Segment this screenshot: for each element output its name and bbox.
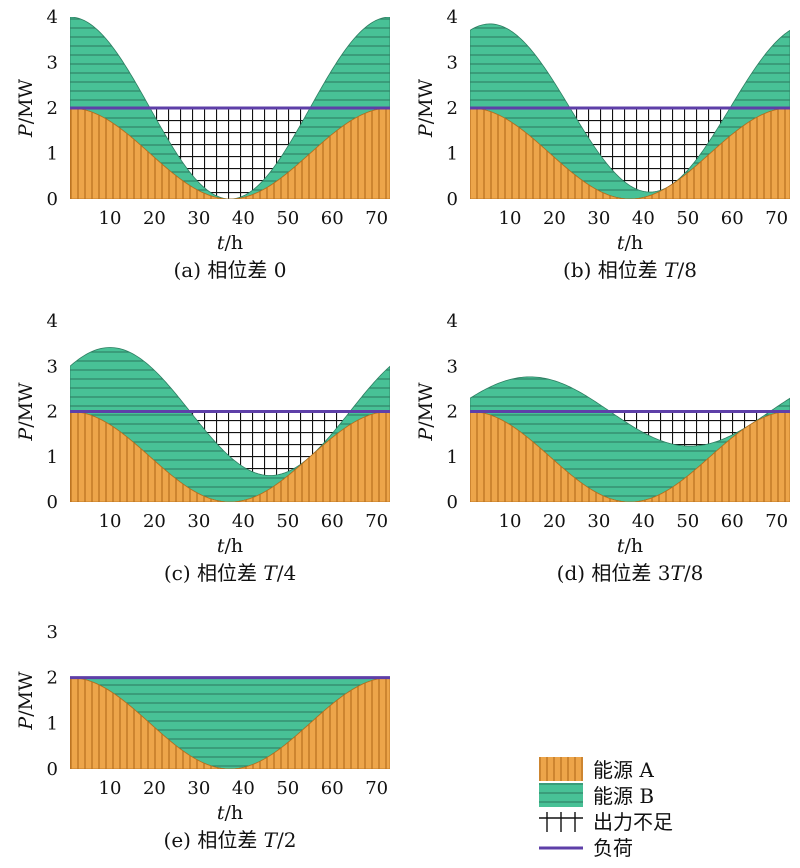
energy-a-area-e [70, 677, 390, 769]
y-tick-label-d: 4 [447, 311, 458, 332]
x-tick-label-c: 10 [99, 511, 122, 532]
legend-label-energy-b: 能源 B [593, 784, 654, 808]
x-tick-label-c: 30 [187, 511, 210, 532]
x-tick-label-c: 60 [321, 511, 344, 532]
x-tick-label-a: 50 [276, 208, 299, 229]
x-tick-label-c: 40 [232, 511, 255, 532]
y-tick-label-e: 1 [47, 713, 58, 734]
x-tick-label-d: 20 [543, 511, 566, 532]
y-axis-label-b: P/MW [415, 78, 437, 138]
y-tick-label-e: 0 [47, 759, 58, 780]
x-tick-label-a: 30 [187, 208, 210, 229]
x-tick-label-e: 10 [99, 778, 122, 799]
energy-a-area-a [70, 107, 390, 199]
x-tick-label-a: 60 [321, 208, 344, 229]
y-tick-label-b: 4 [447, 7, 458, 28]
y-tick-label-b: 2 [447, 98, 458, 119]
x-axis-label-c: t/h [217, 535, 243, 557]
x-tick-label-e: 40 [232, 778, 255, 799]
y-tick-label-c: 4 [47, 311, 58, 332]
x-tick-label-b: 70 [765, 208, 788, 229]
y-axis-label-c: P/MW [15, 382, 37, 442]
y-tick-label-d: 0 [447, 492, 458, 513]
shortfall-area-b [470, 108, 790, 193]
legend-swatch-energy-a [539, 757, 583, 781]
x-tick-label-a: 70 [365, 208, 388, 229]
y-tick-label-c: 2 [47, 402, 58, 423]
x-tick-label-d: 30 [587, 511, 610, 532]
y-tick-label-a: 4 [47, 7, 58, 28]
y-tick-label-b: 0 [447, 189, 458, 210]
energy-a-area-c [70, 411, 390, 502]
legend-swatch-energy-b [539, 783, 583, 807]
x-axis-label-e: t/h [217, 802, 243, 824]
y-tick-label-d: 2 [447, 402, 458, 423]
legend-swatch-shortfall [539, 812, 583, 832]
y-tick-label-a: 0 [47, 189, 58, 210]
chart-panel-b: 0 1 2 3 4 10 20 30 40 50 60 70 P/MW t/h (b) 相位差 T/8 [415, 7, 790, 282]
y-tick-label-c: 3 [47, 356, 58, 377]
legend-label-energy-a: 能源 A [593, 758, 654, 782]
y-tick-label-b: 3 [447, 53, 458, 74]
x-tick-label-a: 40 [232, 208, 255, 229]
x-axis-label-d: t/h [617, 535, 643, 557]
chart-panel-d: 0 1 2 3 4 10 20 30 40 50 60 70 P/MW t/h (d) 相位差 3T/8 [415, 311, 790, 585]
x-tick-label-a: 20 [143, 208, 166, 229]
legend-label-load: 负荷 [593, 836, 633, 860]
y-tick-label-a: 3 [47, 53, 58, 74]
panel-caption-e: (e) 相位差 T/2 [164, 828, 297, 852]
legend-label-shortfall: 出力不足 [593, 810, 673, 834]
x-tick-label-d: 50 [676, 511, 699, 532]
x-tick-label-e: 50 [276, 778, 299, 799]
y-tick-label-e: 2 [47, 668, 58, 689]
x-tick-label-e: 70 [365, 778, 388, 799]
panel-caption-b: (b) 相位差 T/8 [563, 258, 697, 282]
y-tick-label-c: 0 [47, 492, 58, 513]
shortfall-area-c [70, 411, 390, 476]
x-tick-label-d: 70 [765, 511, 788, 532]
panel-caption-d: (d) 相位差 3T/8 [557, 561, 704, 585]
shortfall-area-a [70, 108, 390, 199]
x-tick-label-d: 60 [721, 511, 744, 532]
x-tick-label-b: 40 [632, 208, 655, 229]
x-tick-label-d: 10 [499, 511, 522, 532]
y-tick-label-a: 1 [47, 144, 58, 165]
chart-panel-e: 0 1 2 3 10 20 30 40 50 60 70 P/MW t/h (e) 相位差 T/2 [15, 622, 390, 852]
x-tick-label-e: 20 [143, 778, 166, 799]
x-tick-label-b: 50 [676, 208, 699, 229]
x-tick-label-c: 50 [276, 511, 299, 532]
y-axis-label-d: P/MW [415, 382, 437, 442]
chart-panel-a: 0 1 2 3 4 10 20 30 40 50 60 70 P/MW t/h (a) 相位差 0 [15, 7, 390, 282]
x-axis-label-a: t/h [217, 232, 243, 254]
y-tick-label-e: 3 [47, 622, 58, 643]
x-tick-label-b: 10 [499, 208, 522, 229]
energy-a-area-b [470, 107, 790, 199]
x-axis-label-b: t/h [617, 232, 643, 254]
panel-caption-a: (a) 相位差 0 [174, 258, 287, 282]
x-tick-label-b: 30 [587, 208, 610, 229]
y-tick-label-b: 1 [447, 144, 458, 165]
x-tick-label-e: 60 [321, 778, 344, 799]
y-tick-label-d: 3 [447, 356, 458, 377]
energy-a-area-d [470, 411, 790, 502]
x-tick-label-e: 30 [187, 778, 210, 799]
x-tick-label-b: 60 [721, 208, 744, 229]
x-tick-label-b: 20 [543, 208, 566, 229]
chart-panel-c: 0 1 2 3 4 10 20 30 40 50 60 70 P/MW t/h (c) 相位差 T/4 [15, 311, 390, 585]
x-tick-label-a: 10 [99, 208, 122, 229]
legend: 能源 A 能源 B 出力不足 负荷 [539, 757, 673, 860]
y-tick-label-d: 1 [447, 447, 458, 468]
x-tick-label-c: 20 [143, 511, 166, 532]
y-tick-label-c: 1 [47, 447, 58, 468]
x-tick-label-d: 40 [632, 511, 655, 532]
shortfall-area-d [470, 411, 790, 447]
y-tick-label-a: 2 [47, 98, 58, 119]
panel-caption-c: (c) 相位差 T/4 [164, 561, 296, 585]
y-axis-label-e: P/MW [15, 671, 37, 731]
x-tick-label-c: 70 [365, 511, 388, 532]
y-axis-label-a: P/MW [15, 78, 37, 138]
